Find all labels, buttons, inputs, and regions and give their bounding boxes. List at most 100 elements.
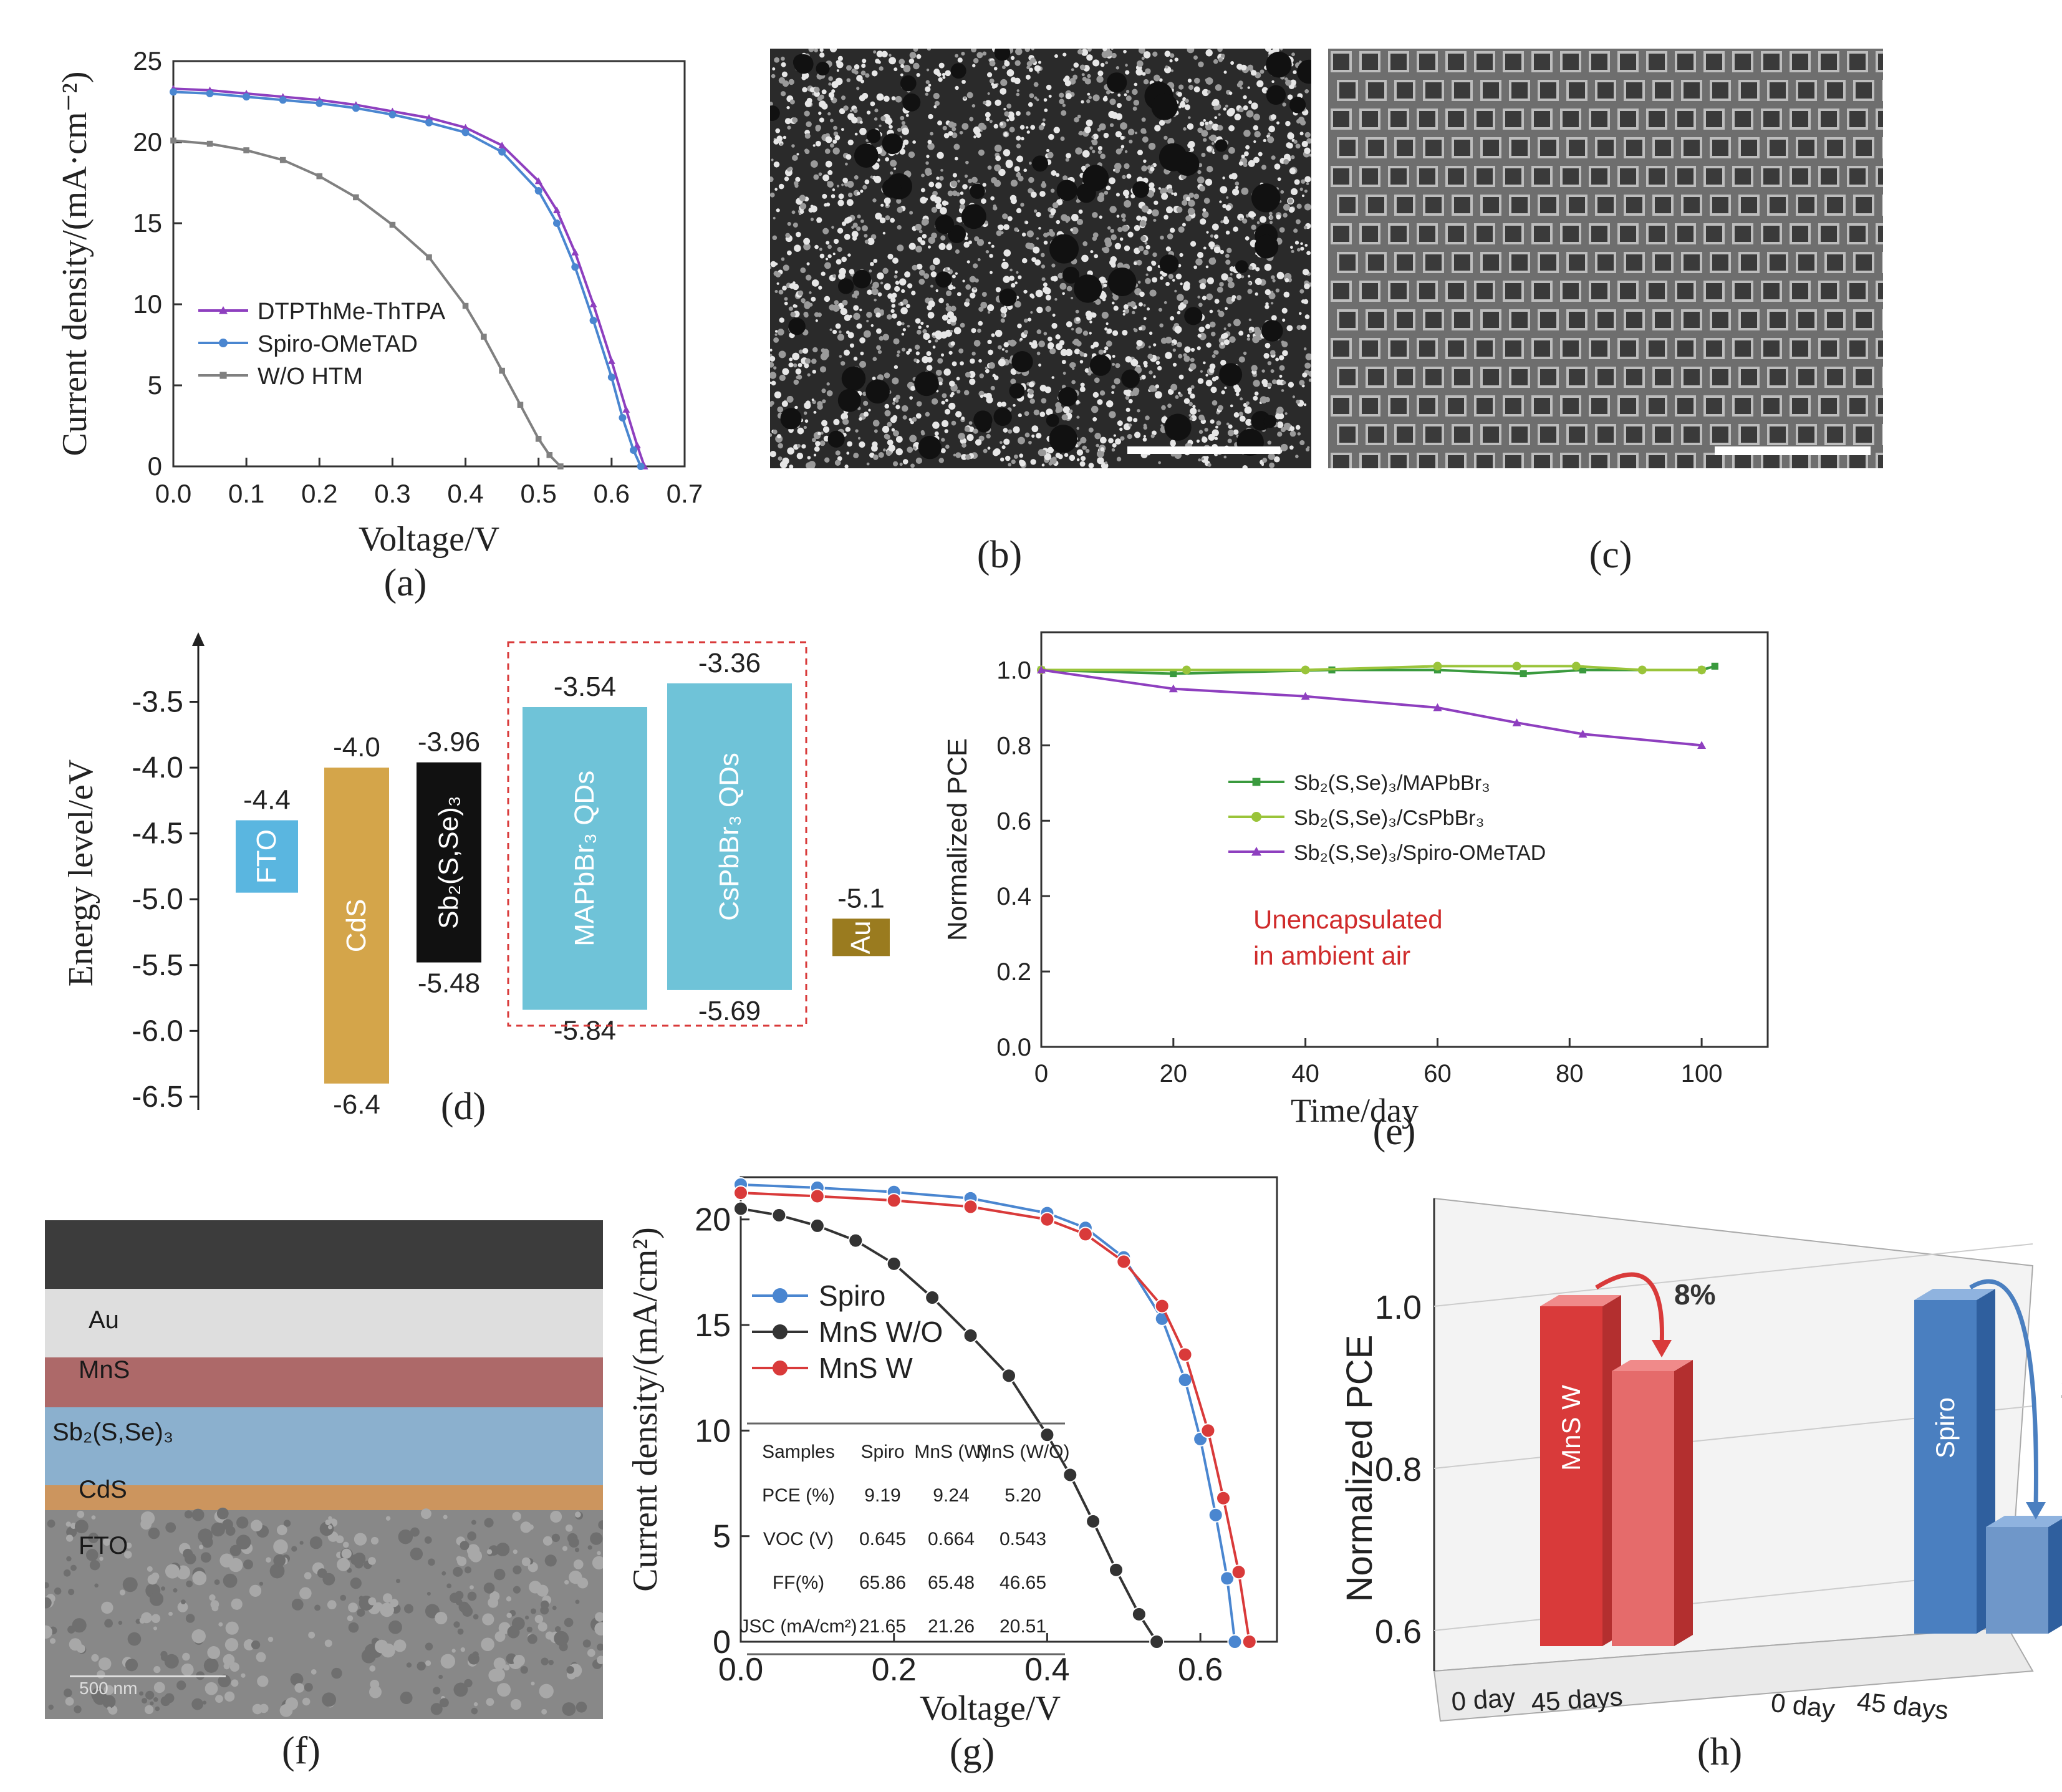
data-point-a bbox=[607, 357, 615, 364]
table-cell-g: 21.65 bbox=[859, 1616, 906, 1637]
x-tick-label-e: 60 bbox=[1424, 1060, 1452, 1087]
band-top-label-d: -3.36 bbox=[698, 648, 761, 678]
layer-label-sbsse: Sb₂(S,Se)₃ bbox=[52, 1419, 174, 1446]
series-line-e bbox=[1041, 668, 1702, 747]
x-tick-label-a: 0.0 bbox=[155, 479, 191, 508]
band-top-label-d: -3.54 bbox=[554, 672, 616, 702]
qd-dashed-box-d bbox=[507, 641, 807, 1027]
data-point-a bbox=[389, 221, 396, 228]
band-name-d: CdS bbox=[341, 899, 372, 953]
data-point-a bbox=[546, 452, 553, 458]
data-point-a bbox=[589, 317, 597, 324]
y-tick-label-g: 15 bbox=[695, 1308, 731, 1344]
data-point-a bbox=[170, 88, 177, 96]
x-tick-label-g: 0.6 bbox=[1178, 1652, 1223, 1688]
data-point-g bbox=[1227, 1634, 1243, 1649]
x-axis-label-e: Time/day bbox=[1291, 1092, 1419, 1129]
panel-a: 0.0 0.1 0.2 0.3 0.4 0.5 0.6 0.7 0 5 10 15 20 25 Voltag… bbox=[0, 0, 711, 624]
data-point-a bbox=[535, 436, 542, 442]
bar-top-h bbox=[1986, 1516, 2062, 1527]
panel-e: 0 20 40 60 80 100 0.0 0.2 0.4 0.6 0.8 1.0 Time/day No… bbox=[923, 599, 1796, 1178]
table-cell-g: 65.86 bbox=[859, 1573, 906, 1593]
tem-texture-b bbox=[770, 49, 1311, 468]
table-header-g: MnS (W) bbox=[914, 1442, 988, 1462]
data-point-a bbox=[607, 373, 615, 381]
bar-top-h bbox=[1540, 1295, 1621, 1306]
x-tick-label-e: 40 bbox=[1291, 1060, 1319, 1087]
scale-text-f: 500 nm bbox=[79, 1679, 138, 1698]
x-tick-label-a: 0.6 bbox=[594, 479, 630, 508]
data-point-a bbox=[571, 248, 579, 256]
data-point-e bbox=[1037, 665, 1046, 674]
legend-marker-g bbox=[773, 1324, 788, 1339]
data-point-g bbox=[886, 1256, 902, 1271]
bar-side-h bbox=[2048, 1518, 2062, 1634]
table-header-g: Spiro bbox=[860, 1442, 904, 1462]
x-category-label-h: 45 days bbox=[1530, 1682, 1624, 1717]
y-tick-label-d: -3.5 bbox=[132, 686, 183, 719]
data-point-g bbox=[1208, 1507, 1223, 1523]
table-cell-g: 21.26 bbox=[928, 1616, 975, 1637]
series-line-e bbox=[1041, 665, 1702, 672]
data-point-a bbox=[461, 128, 470, 137]
table-cell-g: 0.645 bbox=[859, 1529, 906, 1549]
panel-label-e: (e) bbox=[1372, 1110, 1416, 1153]
data-point-g bbox=[1039, 1427, 1055, 1443]
data-point-e bbox=[1520, 670, 1527, 678]
data-point-e bbox=[1433, 662, 1442, 671]
data-point-g bbox=[1086, 1513, 1101, 1529]
legend-label-g: MnS W bbox=[819, 1352, 913, 1384]
tem-texture-c bbox=[1331, 51, 1883, 468]
data-point-a bbox=[589, 301, 597, 307]
data-point-a bbox=[633, 441, 641, 448]
data-point-e bbox=[1637, 665, 1647, 675]
y-tick-label-d: -4.5 bbox=[132, 817, 183, 850]
x-tick-label-a: 0.7 bbox=[667, 479, 703, 508]
tem-image-b bbox=[770, 49, 1311, 468]
data-point-g bbox=[1062, 1467, 1078, 1483]
x-category-label-h: 0 day bbox=[1450, 1683, 1516, 1717]
data-point-g bbox=[1077, 1226, 1093, 1242]
y-tick-label-e: 0.6 bbox=[996, 807, 1031, 835]
table-cell-g: 9.19 bbox=[864, 1485, 900, 1506]
data-point-g bbox=[1131, 1606, 1147, 1622]
y-tick-label-e: 0.4 bbox=[996, 883, 1031, 910]
data-point-a bbox=[206, 90, 214, 97]
band-top-label-d: -4.0 bbox=[333, 732, 380, 763]
sem-cross-section-f bbox=[45, 1220, 603, 1719]
plot-frame-e bbox=[1040, 631, 1769, 1048]
bar-top-h bbox=[1612, 1360, 1693, 1371]
legend-marker-g bbox=[773, 1361, 788, 1375]
y-tick-label-h: 1.0 bbox=[1375, 1289, 1422, 1326]
sem-image-f: Au MnS Sb₂(S,Se)₃ CdS FTO 500 nm bbox=[45, 1220, 603, 1719]
chart-a: 0.0 0.1 0.2 0.3 0.4 0.5 0.6 0.7 0 5 10 15 20 25 Voltag… bbox=[55, 46, 703, 559]
data-point-g bbox=[886, 1193, 902, 1208]
data-point-e bbox=[1571, 662, 1581, 671]
data-point-g bbox=[1001, 1368, 1016, 1384]
table-cell-g: 46.65 bbox=[1000, 1573, 1046, 1593]
band-bottom-label-d: -6.4 bbox=[333, 1089, 380, 1120]
drop-arrowhead-h bbox=[2026, 1502, 2046, 1520]
x-tick-label-e: 0 bbox=[1034, 1060, 1048, 1087]
data-point-a bbox=[637, 463, 645, 470]
data-point-g bbox=[1241, 1634, 1257, 1649]
x-axis-label-g: Voltage/V bbox=[920, 1689, 1061, 1728]
y-tick-label-e: 1.0 bbox=[996, 657, 1031, 684]
bar-1-0-h bbox=[1914, 1300, 1977, 1634]
data-point-a bbox=[498, 148, 506, 156]
bar-0-1-h bbox=[1612, 1371, 1674, 1646]
data-point-a bbox=[462, 302, 469, 309]
panel-label-d: (d) bbox=[440, 1086, 486, 1128]
y-tick-label-a: 0 bbox=[148, 451, 162, 481]
legend-marker-e bbox=[1252, 778, 1261, 786]
data-point-a bbox=[279, 96, 287, 104]
series-line-a bbox=[173, 87, 646, 467]
table-cell-g: 20.51 bbox=[1000, 1616, 1046, 1637]
bar-side-h bbox=[1674, 1360, 1693, 1646]
data-point-a bbox=[206, 140, 213, 147]
y-tick-label-h: 0.6 bbox=[1375, 1613, 1422, 1650]
plot-frame-g bbox=[740, 1176, 1278, 1643]
data-point-a bbox=[499, 367, 505, 374]
legend-label-a: W/O HTM bbox=[258, 364, 363, 390]
data-point-e bbox=[1512, 718, 1521, 726]
